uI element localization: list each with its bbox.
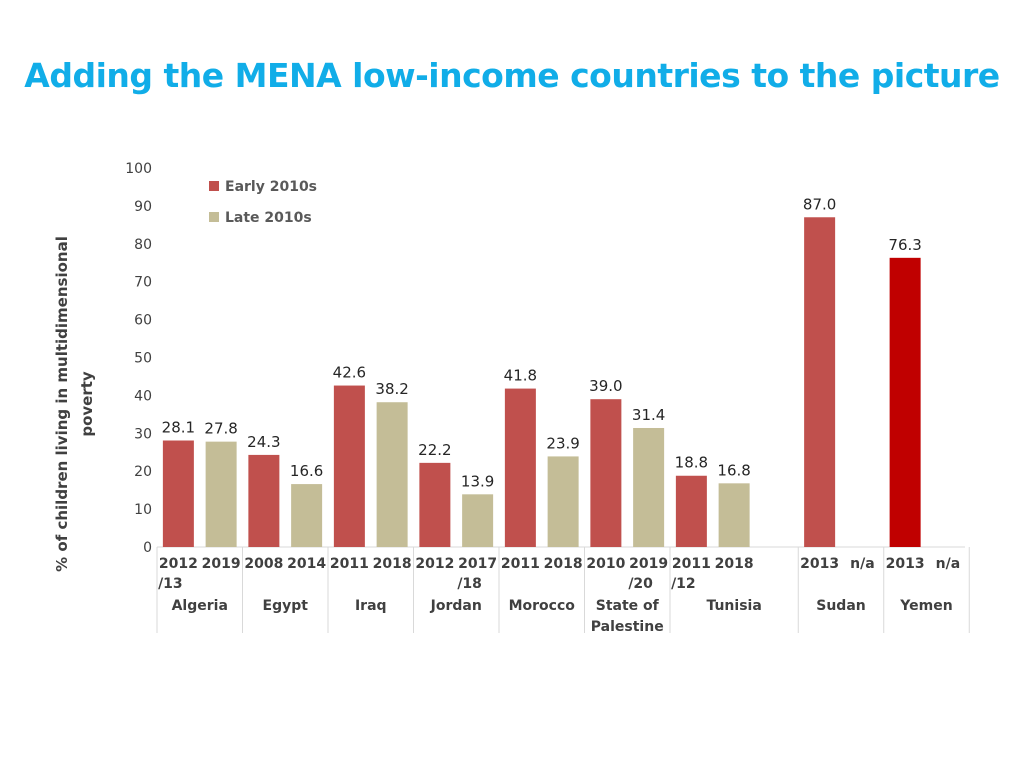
data-label: 28.1 xyxy=(162,419,195,437)
country-label: Algeria xyxy=(172,598,228,614)
year-label: 2019 xyxy=(629,556,668,572)
year-label: /18 xyxy=(457,576,482,592)
bar xyxy=(804,217,836,547)
y-axis-title-line: poverty xyxy=(78,371,96,437)
data-label: 76.3 xyxy=(888,236,921,254)
y-tick-label: 80 xyxy=(134,237,152,253)
y-tick-label: 10 xyxy=(134,502,152,518)
data-label: 42.6 xyxy=(333,364,366,382)
y-tick-label: 70 xyxy=(134,275,152,291)
year-label: 2018 xyxy=(715,556,754,572)
year-label: /20 xyxy=(628,576,653,592)
legend-label-early: Early 2010s xyxy=(225,179,317,195)
data-label: 24.3 xyxy=(247,433,280,451)
year-label: n/a xyxy=(850,556,875,572)
year-label: 2011 xyxy=(672,556,711,572)
slide-title: Adding the MENA low-income countries to … xyxy=(24,56,1000,95)
bar xyxy=(590,399,622,547)
bar xyxy=(889,257,921,547)
data-label: 87.0 xyxy=(803,195,836,213)
year-label: n/a xyxy=(936,556,961,572)
data-label: 38.2 xyxy=(375,380,408,398)
bar xyxy=(504,388,536,547)
bar xyxy=(718,483,750,547)
data-label: 16.6 xyxy=(290,462,323,480)
year-label: 2013 xyxy=(800,556,839,572)
country-label: Sudan xyxy=(816,598,866,614)
country-label: Yemen xyxy=(899,598,952,614)
legend-swatch-early xyxy=(209,181,219,191)
country-label: Tunisia xyxy=(706,598,761,614)
year-label: 2011 xyxy=(501,556,540,572)
year-label: 2012 xyxy=(415,556,454,572)
year-label: 2014 xyxy=(287,556,326,572)
bar xyxy=(419,462,451,547)
y-tick-label: 0 xyxy=(143,540,152,556)
data-label: 16.8 xyxy=(717,461,750,479)
country-label: Egypt xyxy=(263,598,309,614)
year-label: /12 xyxy=(671,576,696,592)
year-label: 2017 xyxy=(458,556,497,572)
country-label: Palestine xyxy=(591,619,664,635)
year-label: 2010 xyxy=(586,556,625,572)
bar xyxy=(162,440,194,547)
legend-label-late: Late 2010s xyxy=(225,210,312,226)
data-label: 22.2 xyxy=(418,441,451,459)
year-label: 2012 xyxy=(159,556,198,572)
year-label: 2018 xyxy=(373,556,412,572)
year-label: 2019 xyxy=(202,556,241,572)
bar xyxy=(333,385,365,547)
y-tick-label: 50 xyxy=(134,351,152,367)
country-label: Iraq xyxy=(355,598,387,614)
country-label: State of xyxy=(596,598,660,614)
year-label: 2018 xyxy=(544,556,583,572)
bar xyxy=(462,494,494,547)
year-label: /13 xyxy=(158,576,183,592)
bar xyxy=(633,427,665,547)
data-label: 18.8 xyxy=(675,454,708,472)
data-label: 23.9 xyxy=(546,434,579,452)
year-label: 2011 xyxy=(330,556,369,572)
country-label: Jordan xyxy=(430,598,482,614)
data-label: 27.8 xyxy=(204,420,237,438)
year-label: 2008 xyxy=(244,556,283,572)
data-label: 31.4 xyxy=(632,406,665,424)
y-tick-label: 100 xyxy=(125,161,152,177)
bar xyxy=(291,484,323,547)
y-tick-label: 20 xyxy=(134,464,152,480)
y-axis-title-line: % of children living in multidimensional xyxy=(53,236,71,572)
year-label: 2013 xyxy=(886,556,925,572)
data-label: 13.9 xyxy=(461,472,494,490)
y-tick-label: 40 xyxy=(134,388,152,404)
bar xyxy=(248,454,280,547)
bar xyxy=(675,475,707,547)
y-tick-label: 30 xyxy=(134,426,152,442)
y-tick-label: 90 xyxy=(134,199,152,215)
country-label: Morocco xyxy=(509,598,576,614)
bar xyxy=(205,441,237,547)
bar xyxy=(547,456,579,547)
data-label: 39.0 xyxy=(589,377,622,395)
bar xyxy=(376,402,408,547)
data-label: 41.8 xyxy=(504,367,537,385)
legend-swatch-late xyxy=(209,212,219,222)
y-tick-label: 60 xyxy=(134,313,152,329)
